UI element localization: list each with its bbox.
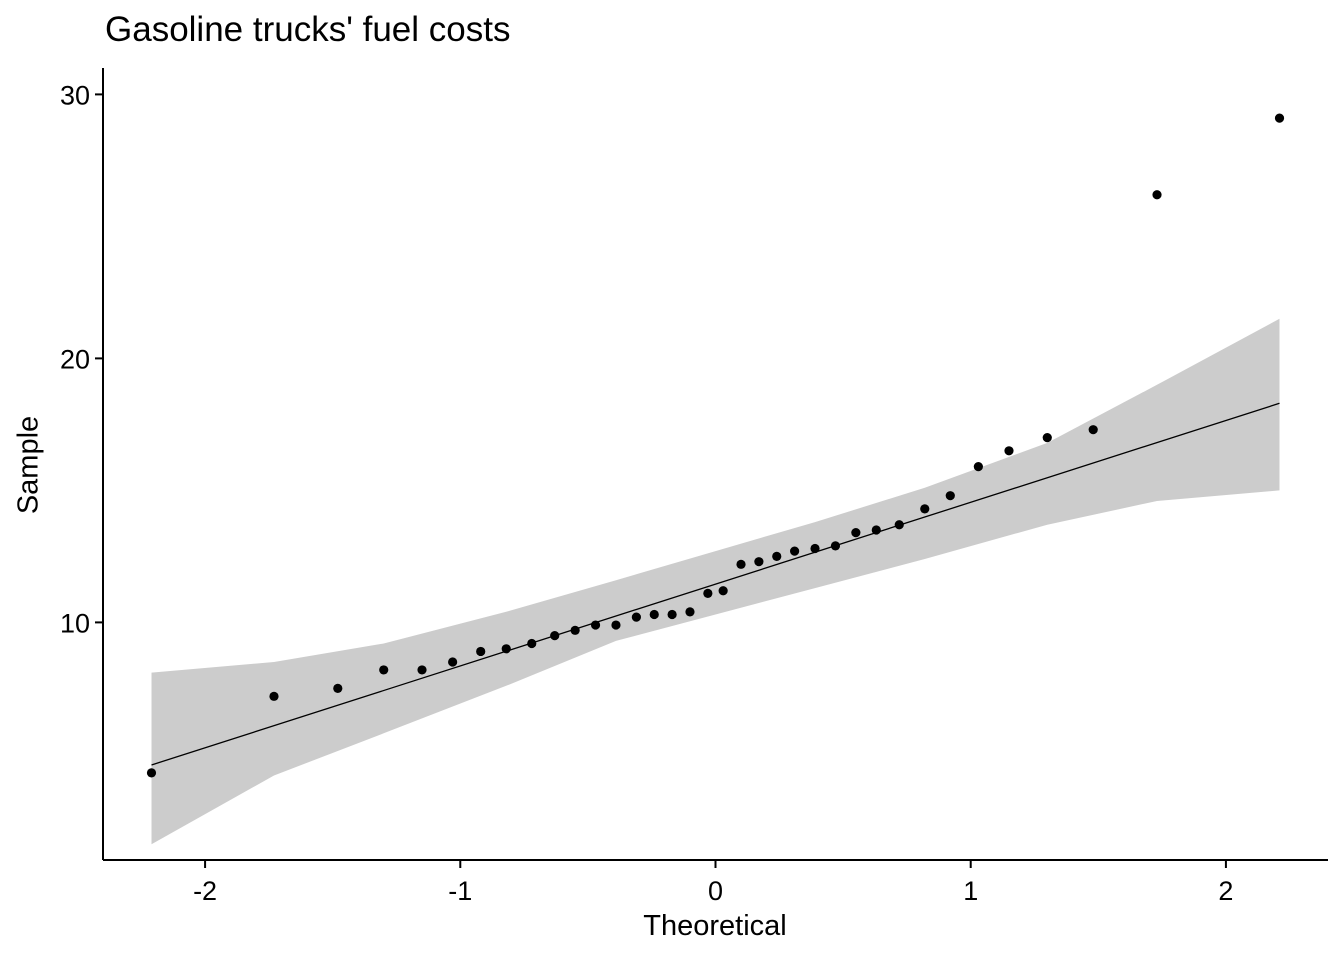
x-tick-label: 1: [963, 876, 978, 906]
chart-title: Gasoline trucks' fuel costs: [105, 10, 511, 49]
data-point: [501, 644, 511, 654]
y-tick-label: 20: [60, 344, 90, 374]
reference-line: [151, 402, 1280, 766]
data-point: [772, 551, 782, 562]
data-point: [920, 504, 930, 514]
x-tick-label: -2: [193, 876, 217, 906]
y-tick-label: 30: [60, 80, 90, 110]
data-point: [945, 491, 955, 501]
data-point: [649, 609, 659, 620]
data-point: [736, 559, 746, 569]
data-point: [269, 691, 279, 701]
points-layer: [146, 113, 1285, 778]
data-point: [527, 638, 537, 649]
data-point: [379, 665, 389, 675]
axes-layer: -2 -1 0 1 2 10 20 30: [60, 68, 1328, 906]
data-point: [894, 520, 904, 530]
data-point: [333, 683, 343, 694]
x-tick-label: 2: [1218, 876, 1233, 906]
reference-line-layer: [151, 402, 1280, 766]
x-tick-label: 0: [708, 876, 723, 906]
data-point: [476, 646, 486, 657]
data-point: [810, 543, 820, 554]
data-point: [448, 657, 458, 667]
data-point: [417, 665, 427, 675]
data-point: [570, 625, 580, 635]
data-point: [851, 528, 861, 538]
data-point: [550, 631, 560, 641]
y-axis-label: Sample: [12, 415, 45, 515]
data-point: [754, 557, 764, 567]
data-point: [1274, 113, 1285, 123]
data-point: [790, 546, 800, 556]
data-point: [871, 525, 881, 535]
confidence-band-layer: [151, 318, 1280, 845]
data-point: [631, 612, 641, 622]
confidence-band: [151, 318, 1280, 845]
x-tick-label: -1: [448, 876, 472, 906]
data-point: [1152, 190, 1162, 200]
data-point: [973, 462, 983, 472]
data-point: [685, 607, 695, 617]
x-axis-label: Theoretical: [643, 910, 787, 942]
data-point: [830, 541, 841, 551]
data-point: [146, 768, 157, 778]
data-point: [1088, 425, 1098, 435]
data-point: [703, 588, 713, 598]
data-point: [611, 620, 621, 630]
data-point: [718, 586, 728, 596]
y-tick-label: 10: [60, 608, 90, 638]
data-point: [667, 609, 677, 620]
data-point: [1004, 446, 1014, 456]
data-point: [1042, 433, 1052, 443]
data-point: [590, 620, 601, 630]
